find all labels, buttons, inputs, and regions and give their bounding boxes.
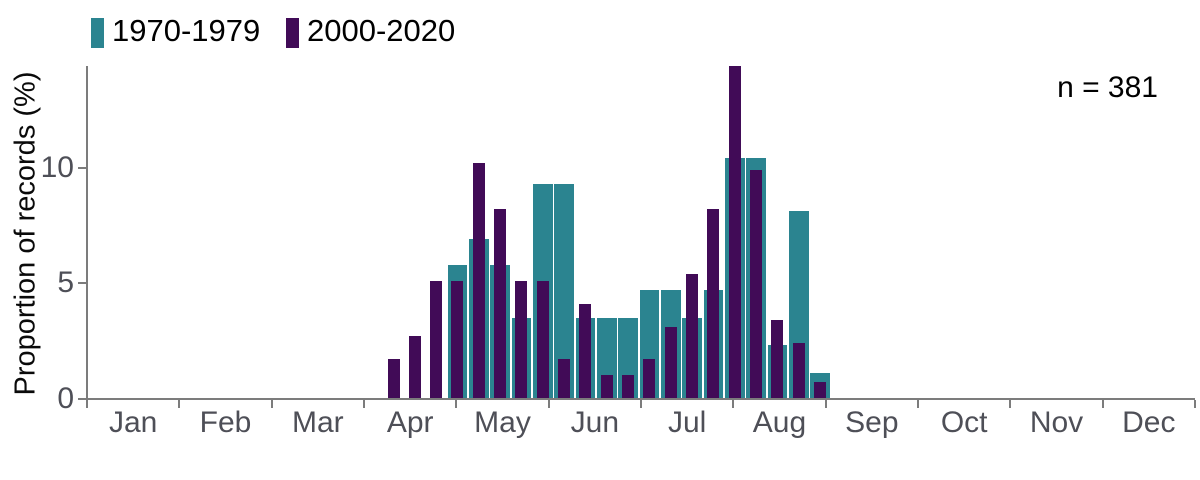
x-tick-label-jan: Jan	[108, 406, 158, 439]
y-tick	[78, 282, 86, 284]
bar-2000-2020-may8	[472, 162, 485, 399]
x-tick-label-may: May	[474, 406, 531, 439]
x-tick	[363, 400, 365, 408]
bar-2000-2020-may29	[536, 280, 549, 399]
x-tick-label-nov: Nov	[1029, 406, 1084, 439]
x-tick	[178, 400, 180, 408]
x-tick	[732, 400, 734, 408]
bar-2000-2020-jul17	[686, 273, 699, 399]
bar-2000-2020-jul10	[664, 326, 677, 399]
sample-size-annotation: n = 381	[1057, 71, 1158, 104]
bar-2000-2020-aug21	[792, 343, 805, 399]
y-tick	[78, 166, 86, 169]
x-tick	[1009, 400, 1011, 408]
x-tick	[86, 400, 88, 408]
bar-2000-2020-jun12	[579, 303, 592, 399]
x-tick-label-jul: Jul	[667, 406, 707, 439]
bar-2000-2020-apr10	[387, 359, 400, 399]
bar-1970-1979-jun5	[554, 183, 574, 399]
y-axis-line	[86, 66, 88, 400]
bar-2000-2020-aug7	[750, 169, 763, 399]
legend-swatch-2000-2020	[286, 18, 299, 48]
bar-2000-2020-may22	[515, 280, 528, 399]
bar-2000-2020-jun5	[558, 359, 571, 399]
bar-2000-2020-jul24	[707, 209, 720, 399]
bar-2000-2020-aug28	[814, 382, 827, 399]
x-tick	[548, 400, 550, 408]
bar-2000-2020-may15	[494, 209, 507, 399]
legend-label-2000-2020: 2000-2020	[307, 13, 456, 48]
x-tick-label-apr: Apr	[386, 406, 434, 439]
bar-2000-2020-apr24	[430, 280, 443, 399]
x-tick-label-sep: Sep	[845, 406, 899, 439]
y-tick-label-0: 0	[57, 381, 74, 415]
x-tick-label-aug: Aug	[752, 406, 807, 439]
x-tick-label-feb: Feb	[199, 406, 252, 439]
bar-2000-2020-jun26	[622, 375, 635, 399]
y-tick-label-10: 10	[40, 150, 74, 184]
x-tick	[825, 400, 827, 408]
x-tick-label-oct: Oct	[940, 406, 988, 439]
x-tick	[1102, 400, 1104, 408]
x-tick-label-dec: Dec	[1122, 406, 1176, 439]
x-tick	[1194, 400, 1196, 408]
x-tick	[271, 400, 273, 408]
x-tick	[455, 400, 457, 408]
x-tick-label-mar: Mar	[291, 406, 344, 439]
bar-2000-2020-jul3	[643, 359, 656, 399]
x-tick	[640, 400, 642, 408]
x-tick	[917, 400, 919, 408]
bar-2000-2020-aug14	[771, 319, 784, 399]
x-tick-label-jun: Jun	[570, 406, 620, 439]
legend-label-1970-1979: 1970-1979	[112, 13, 261, 48]
x-axis-line	[86, 398, 1195, 400]
y-tick	[78, 397, 86, 400]
bar-2000-2020-apr17	[408, 336, 421, 399]
legend-swatch-1970-1979	[91, 18, 104, 48]
y-tick-label-5: 5	[57, 266, 74, 299]
bar-2000-2020-jul31	[728, 65, 741, 399]
bar-2000-2020-jun19	[600, 375, 613, 399]
bar-2000-2020-may1	[451, 280, 464, 399]
